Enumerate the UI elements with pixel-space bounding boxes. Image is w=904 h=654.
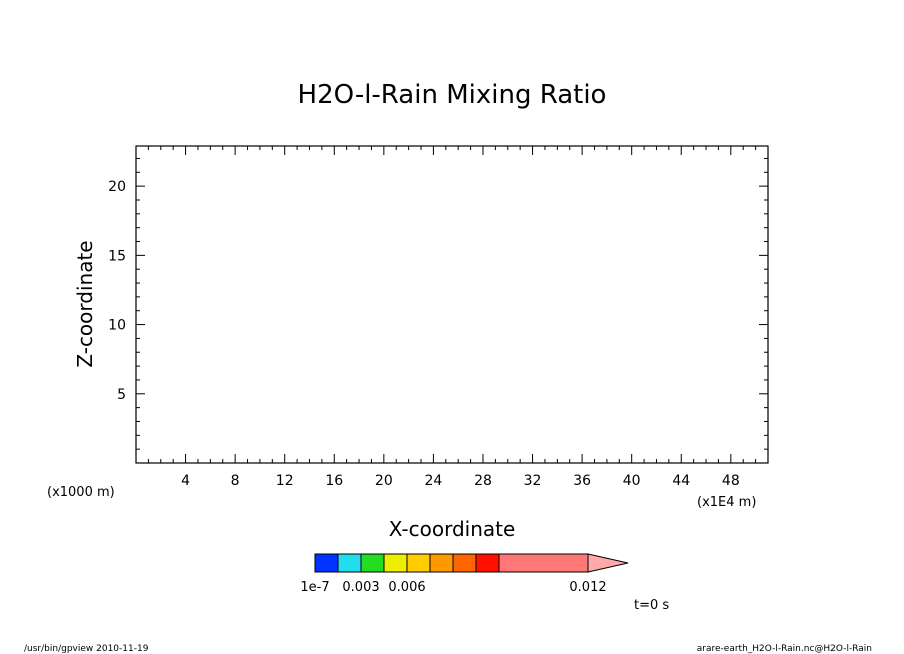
axis-ticks	[135, 146, 769, 464]
x-tick-label: 32	[524, 473, 542, 489]
colorbar-bin	[337, 553, 362, 573]
colorbar-label: 0.003	[342, 580, 379, 595]
x-unit-label: (x1E4 m)	[697, 495, 756, 510]
x-tick-label: 48	[722, 473, 740, 489]
y-tick-label: 15	[108, 248, 126, 264]
time-annotation: t=0 s	[634, 598, 669, 613]
x-tick-label: 16	[325, 473, 343, 489]
colorbar-label: 1e-7	[300, 580, 329, 595]
y-tick-label: 5	[117, 387, 126, 403]
y-tick-label: 20	[108, 179, 126, 195]
y-unit-label: (x1000 m)	[47, 485, 115, 500]
y-tick-label: 10	[108, 318, 126, 334]
footer-right: arare-earth_H2O-l-Rain.nc@H2O-l-Rain	[697, 644, 872, 654]
x-tick-label: 40	[623, 473, 641, 489]
x-tick-label: 20	[375, 473, 393, 489]
y-axis-title: Z-coordinate	[73, 240, 97, 367]
chart-title: H2O-l-Rain Mixing Ratio	[298, 80, 607, 110]
colorbar-bin	[498, 553, 589, 573]
x-axis-title: X-coordinate	[389, 517, 516, 541]
x-tick-label: 44	[672, 473, 690, 489]
colorbar-bin	[360, 553, 385, 573]
colorbar	[314, 553, 629, 573]
footer-left: /usr/bin/gpview 2010-11-19	[24, 644, 149, 654]
colorbar-labels: 1e-7 0.003 0.006 0.012	[300, 580, 606, 595]
plot-area	[135, 145, 769, 464]
colorbar-bin	[406, 553, 431, 573]
x-tick-label: 24	[424, 473, 442, 489]
x-tick-label: 36	[573, 473, 591, 489]
colorbar-extend-arrow	[587, 553, 629, 573]
colorbar-label: 0.012	[569, 580, 606, 595]
x-tick-label: 4	[181, 473, 190, 489]
x-tick-label: 12	[276, 473, 294, 489]
colorbar-label: 0.006	[388, 580, 425, 595]
colorbar-bin	[429, 553, 454, 573]
colorbar-bin	[314, 553, 339, 573]
x-tick-label: 28	[474, 473, 492, 489]
x-tick-label: 8	[231, 473, 240, 489]
colorbar-bin	[452, 553, 477, 573]
colorbar-bin	[383, 553, 408, 573]
